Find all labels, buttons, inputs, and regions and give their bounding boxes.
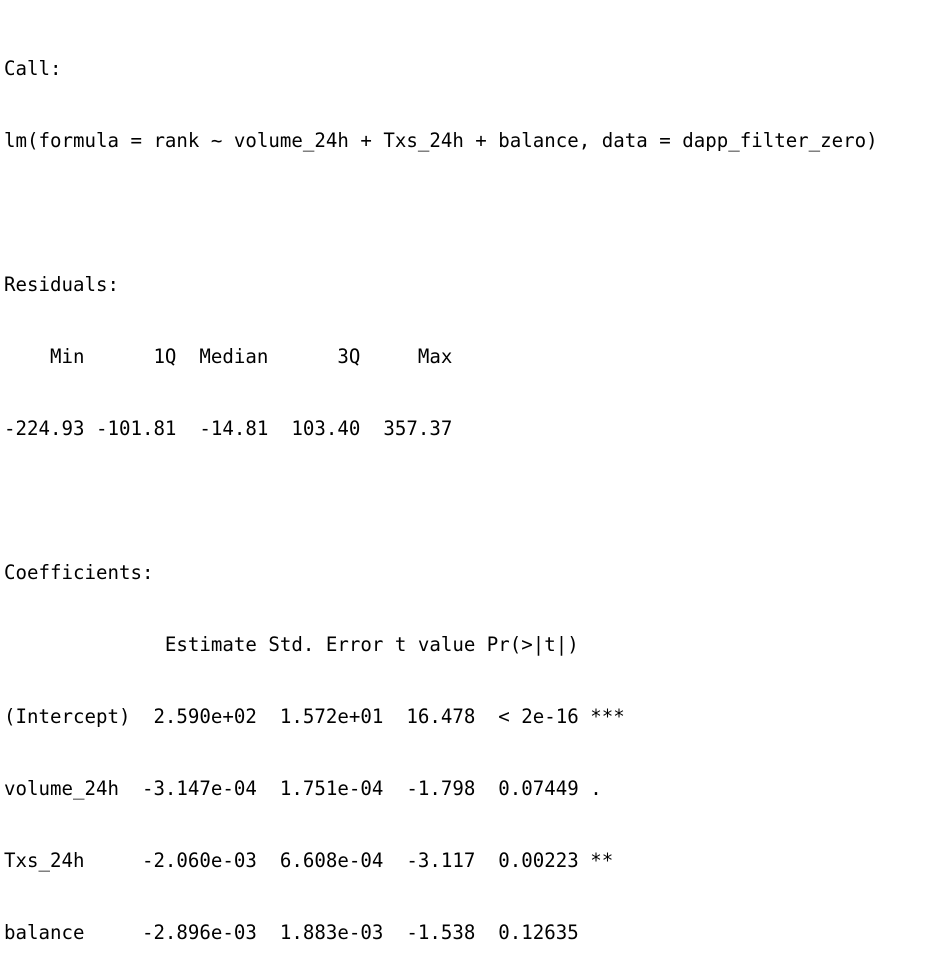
r-console-output: Call: lm(formula = rank ~ volume_24h + T… <box>4 9 944 968</box>
coefficients-column-headers: Estimate Std. Error t value Pr(>|t|) <box>4 633 625 656</box>
blank-line <box>4 201 944 225</box>
residuals-header: Residuals: <box>4 273 119 296</box>
coefficient-row-txs-24h: Txs_24h -2.060e-03 6.608e-04 -3.117 0.00… <box>4 849 625 872</box>
coefficient-row-intercept: (Intercept) 2.590e+02 1.572e+01 16.478 <… <box>4 705 625 728</box>
residuals-quantile-values: -224.93 -101.81 -14.81 103.40 357.37 <box>4 417 464 440</box>
coefficients-header: Coefficients: <box>4 561 154 584</box>
call-formula: lm(formula = rank ~ volume_24h + Txs_24h… <box>4 129 878 152</box>
residuals-quantile-labels: Min 1Q Median 3Q Max <box>4 345 464 368</box>
call-header: Call: <box>4 57 62 80</box>
coefficient-row-volume-24h: volume_24h -3.147e-04 1.751e-04 -1.798 0… <box>4 777 625 800</box>
coefficient-row-balance: balance -2.896e-03 1.883e-03 -1.538 0.12… <box>4 921 625 944</box>
blank-line <box>4 489 944 513</box>
